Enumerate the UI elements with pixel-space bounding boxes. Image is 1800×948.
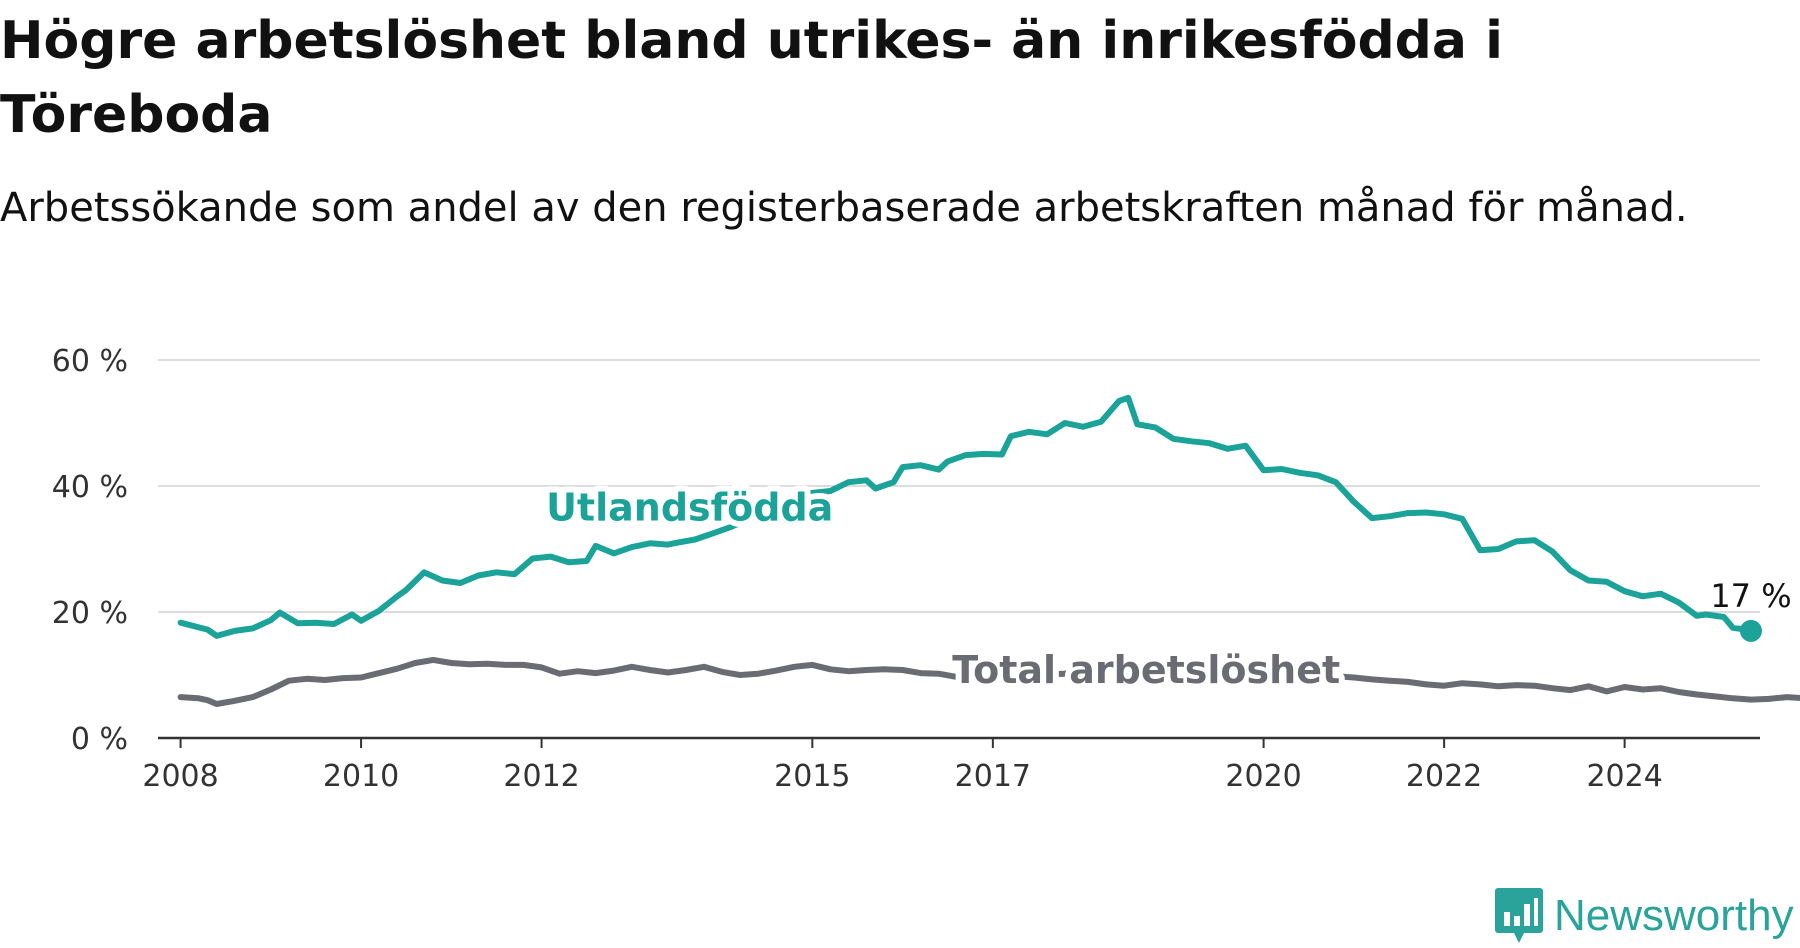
series-line-0 [177, 394, 1754, 639]
x-tick-label: 2012 [503, 759, 579, 794]
x-tick-label: 2010 [323, 759, 399, 794]
series-end-dot-0 [1739, 619, 1762, 642]
y-tick-label: 60 % [52, 344, 128, 379]
x-tick-label: 2022 [1406, 759, 1482, 794]
x-tick-label: 2008 [142, 759, 218, 794]
y-tick-label: 0 % [71, 722, 128, 757]
y-tick-label: 20 % [52, 596, 128, 631]
series-end-label-0: 17 % [1710, 577, 1791, 615]
chart-title: Högre arbetslöshet bland utrikes- än inr… [0, 11, 1503, 145]
x-axis-labels: 2008 2010 2012 2015 2017 2020 2022 2024 [142, 738, 1663, 794]
series-line-1 [177, 656, 1800, 707]
series-name-label-1: Total arbetslöshet [952, 648, 1340, 692]
x-tick-label: 2024 [1586, 759, 1662, 794]
chart-subtitle: Arbetssökande som andel av den registerb… [0, 185, 1688, 231]
line-chart: 0 % 20 % 40 % 60 % 2008 2010 2012 2015 2017 2020… [52, 344, 1800, 794]
series-lines [177, 394, 1800, 707]
y-axis-labels: 0 % 20 % 40 % 60 % [52, 344, 128, 757]
series-name-label-0: Utlandsfödda [546, 486, 833, 530]
x-tick-label: 2015 [774, 759, 850, 794]
gridlines [158, 359, 1760, 740]
newsworthy-logo: Newsworthy [1494, 886, 1794, 946]
brand-name: Newsworthy [1554, 891, 1794, 940]
x-tick-label: 2020 [1225, 759, 1301, 794]
bar-chart-badge-icon [1495, 888, 1543, 943]
y-tick-label: 40 % [52, 470, 128, 505]
x-tick-label: 2017 [955, 759, 1031, 794]
